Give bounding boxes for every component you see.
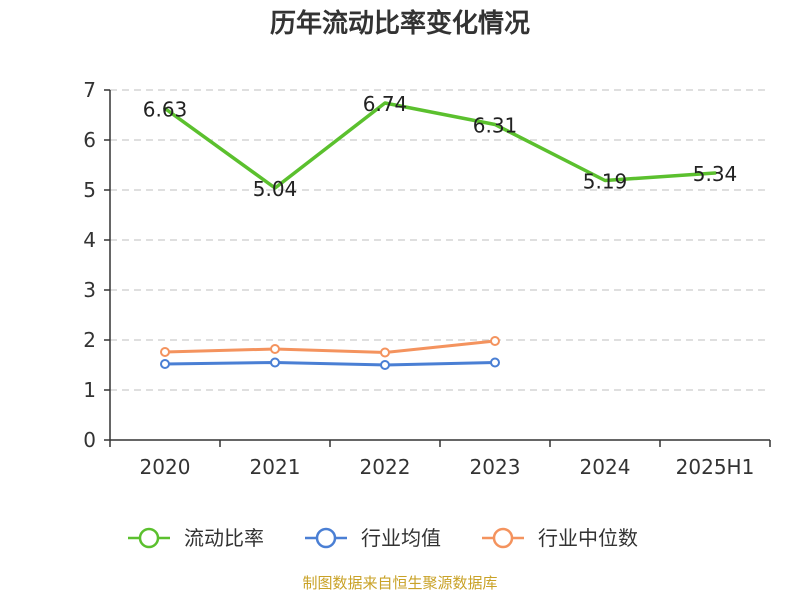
- legend-swatch-marker: [138, 527, 160, 549]
- series-line: [163, 339, 497, 354]
- chart-title: 历年流动比率变化情况: [270, 8, 530, 39]
- data-point: [270, 357, 280, 368]
- y-tick-label: 3: [83, 278, 96, 302]
- grid-lines: [110, 89, 770, 391]
- data-labels: 6.63 5.04 6.74 6.31 5.19 5.34: [143, 92, 738, 201]
- x-tick-label: 2020: [140, 455, 191, 479]
- x-tick-label: 2025H1: [676, 455, 755, 479]
- source-note: 制图数据来自恒生聚源数据库: [302, 574, 497, 592]
- legend-label: 流动比率: [184, 526, 264, 550]
- y-tick-label: 7: [83, 78, 96, 102]
- legend-swatch-marker: [315, 527, 337, 549]
- data-label: 5.04: [253, 177, 298, 201]
- data-label: 6.63: [143, 98, 188, 122]
- data-point: [160, 359, 170, 369]
- y-tick-label: 1: [83, 378, 96, 402]
- legend: 流动比率 行业均值 行业中位数: [128, 526, 638, 550]
- data-label: 5.19: [583, 170, 628, 194]
- data-label: 6.31: [473, 114, 518, 138]
- legend-swatch-marker: [492, 527, 514, 549]
- y-tick-label: 2: [83, 328, 96, 352]
- series-line: [163, 101, 717, 190]
- series: [160, 101, 717, 370]
- y-tick-label: 4: [83, 228, 96, 252]
- x-tick-label: 2021: [250, 455, 301, 479]
- axes: 0 1 2 3 4 5 6 7 2020 2021 2022 2023 2024 2025H1: [83, 78, 771, 479]
- legend-label: 行业均值: [361, 526, 441, 550]
- legend-label: 行业中位数: [538, 526, 638, 550]
- data-point: [380, 347, 390, 358]
- x-tick-label: 2022: [360, 455, 411, 479]
- y-tick-label: 0: [83, 428, 96, 452]
- data-point: [380, 360, 390, 370]
- x-tick-label: 2023: [470, 455, 521, 479]
- x-tick-label: 2024: [580, 455, 631, 479]
- data-point: [270, 344, 280, 354]
- data-point: [490, 357, 500, 368]
- y-tick-label: 5: [83, 178, 96, 202]
- data-label: 5.34: [693, 162, 738, 186]
- series-line: [163, 361, 497, 367]
- y-tick-label: 6: [83, 128, 96, 152]
- data-label: 6.74: [363, 92, 408, 116]
- data-point: [490, 336, 500, 346]
- data-point: [160, 347, 170, 357]
